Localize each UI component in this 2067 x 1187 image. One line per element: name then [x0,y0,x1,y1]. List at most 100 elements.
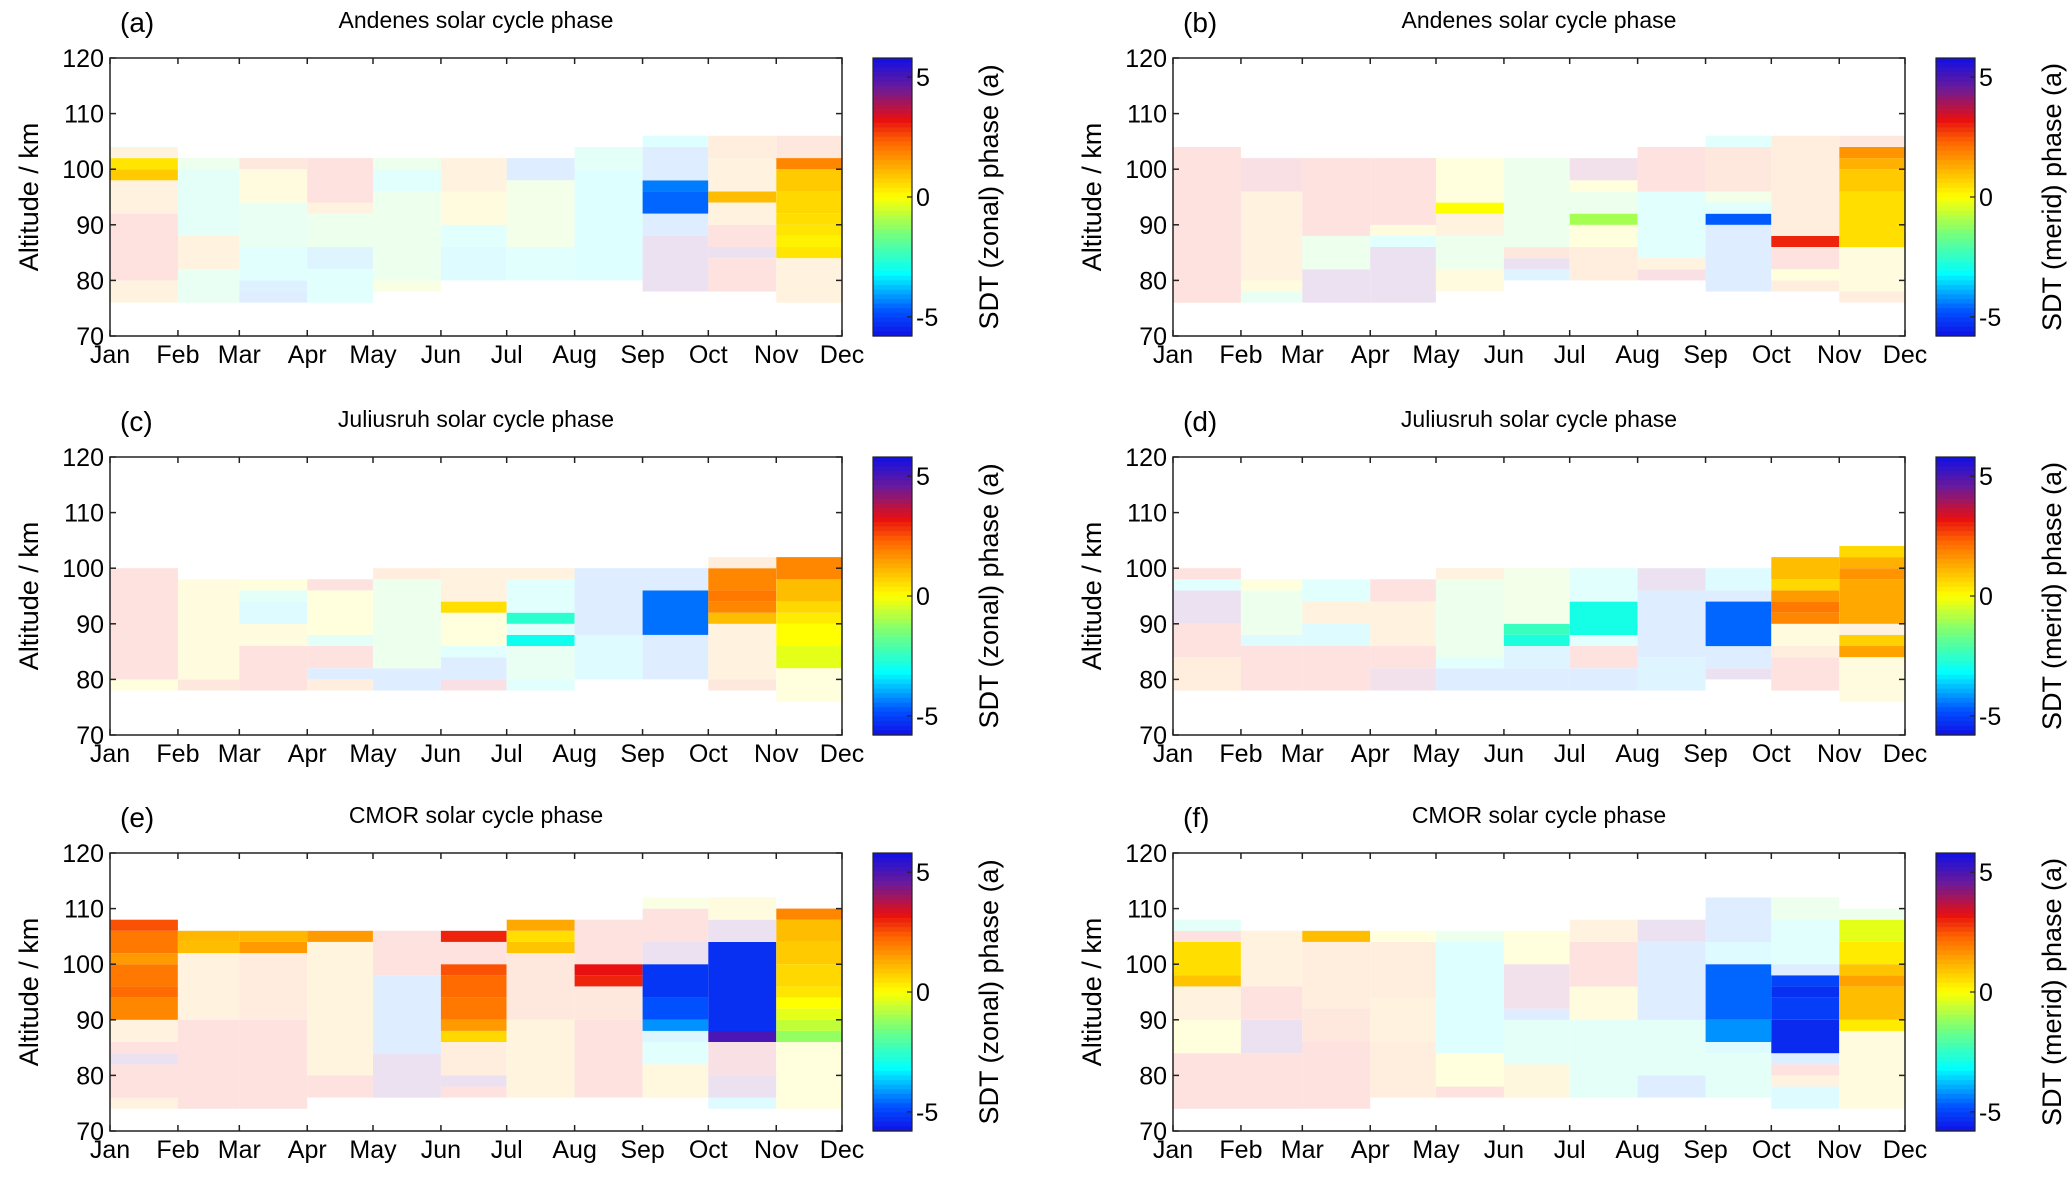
colorbar-segment [1936,331,1975,337]
colorbar-segment [1936,234,1975,240]
colorbar-segment [873,220,912,226]
x-tick-label: Jul [491,341,523,369]
colorbar-segment [1936,294,1975,300]
heatmap-cell [239,291,308,303]
colorbar-segment [873,85,912,92]
colorbar-segment [873,197,912,203]
colorbar-segment [1936,247,1975,254]
heatmap-cell [1771,601,1840,613]
colorbar-segment [1936,173,1975,180]
colorbar-segment [1936,280,1975,286]
heatmap-cell [574,147,643,170]
heatmap-cell [1503,247,1570,259]
colorbar-segment [873,968,912,975]
heatmap-cell [506,930,575,942]
colorbar-segment [873,95,912,101]
colorbar-segment [1936,155,1975,161]
heatmap-cell [373,930,441,976]
colorbar-segment [1936,973,1975,979]
colorbar-segment [873,1056,912,1063]
heatmap-cell [776,997,842,1009]
heatmap-cell [307,269,373,303]
heatmap-cell [307,930,373,942]
heatmap-cell [1569,986,1638,1020]
x-tick-label: Mar [218,1136,261,1164]
colorbar-segment [873,136,912,142]
colorbar-segment [873,470,912,477]
heatmap-cell [708,919,777,942]
heatmap-cell [1637,191,1706,259]
heatmap-cell [110,568,178,680]
colorbar-segment [873,1010,912,1016]
heatmap-cell [1705,1019,1772,1042]
heatmap-cell [1839,1030,1905,1109]
colorbar-segment [873,707,912,713]
colorbar-segment [873,1121,912,1127]
colorbar-segment [1936,206,1975,212]
colorbar-segment [873,1066,912,1072]
colorbar-segment [1936,633,1975,639]
y-tick-label: 80 [76,666,104,694]
heatmap-cell [1705,601,1772,647]
colorbar-label: SDT (zonal) phase (a) [974,64,1004,329]
heatmap-cell [1569,919,1638,942]
y-tick-label: 90 [76,611,104,639]
colorbar-segment [1936,197,1975,203]
y-tick-label: 90 [76,1007,104,1035]
colorbar-segment [873,950,912,956]
heatmap-cell [776,247,842,259]
heatmap-cell [1569,180,1638,192]
panel-letter: (a) [120,7,154,38]
plot-frame [1172,57,1906,337]
y-tick-label: 90 [1139,212,1167,240]
colorbar-segment [1936,992,1975,998]
panel-title: Andenes solar cycle phase [1402,7,1677,33]
heatmap-cell [1503,269,1570,281]
heatmap-cell [1771,646,1840,658]
heatmap-cell [1173,657,1241,691]
colorbar-segment [873,99,912,105]
x-tick-label: Oct [689,740,728,768]
colorbar-segment [1936,693,1975,699]
heatmap-cell [1173,1053,1241,1109]
heatmap-cell [708,191,777,203]
heatmap-cell [642,634,709,680]
colorbar-segment [1936,931,1975,937]
colorbar-segment [1936,987,1975,993]
heatmap-cell [1771,964,1840,976]
colorbar-segment [873,572,912,579]
heatmap-cell [1302,942,1371,1009]
heatmap-cell [1839,147,1905,159]
colorbar-segment [873,964,912,970]
colorbar-segment [1936,707,1975,713]
colorbar-segment [1936,582,1975,588]
heatmap-cell [1569,247,1638,281]
heatmap-cell [1771,590,1840,602]
colorbar-segment [873,857,912,863]
colorbar-segment [1936,266,1975,272]
x-tick-label: Dec [1883,341,1927,369]
colorbar-segment [1936,326,1975,332]
heatmap-cell [239,158,308,170]
heatmap-cell [307,679,373,691]
colorbar-segment [1936,651,1975,657]
colorbar-tick-label: -5 [1979,703,2001,731]
heatmap-cell [708,224,777,247]
colorbar-segment [873,503,912,509]
x-tick-label: Sep [1683,341,1727,369]
colorbar-segment [1936,475,1975,481]
colorbar-tick-label: -5 [916,703,938,731]
heatmap-cell [1839,986,1905,1020]
heatmap-cell [1370,579,1436,602]
heatmap-cell [776,1042,842,1109]
heatmap-cell [110,964,178,987]
y-tick-label: 80 [1139,1062,1167,1090]
colorbar-segment [1936,215,1975,221]
colorbar-segment [873,127,912,133]
colorbar-segment [1936,1098,1975,1104]
heatmap-cell [110,1097,178,1109]
colorbar-segment [1936,526,1975,532]
heatmap-cells [110,897,842,1109]
heatmap-cell [506,634,575,646]
colorbar-segment [1936,271,1975,277]
